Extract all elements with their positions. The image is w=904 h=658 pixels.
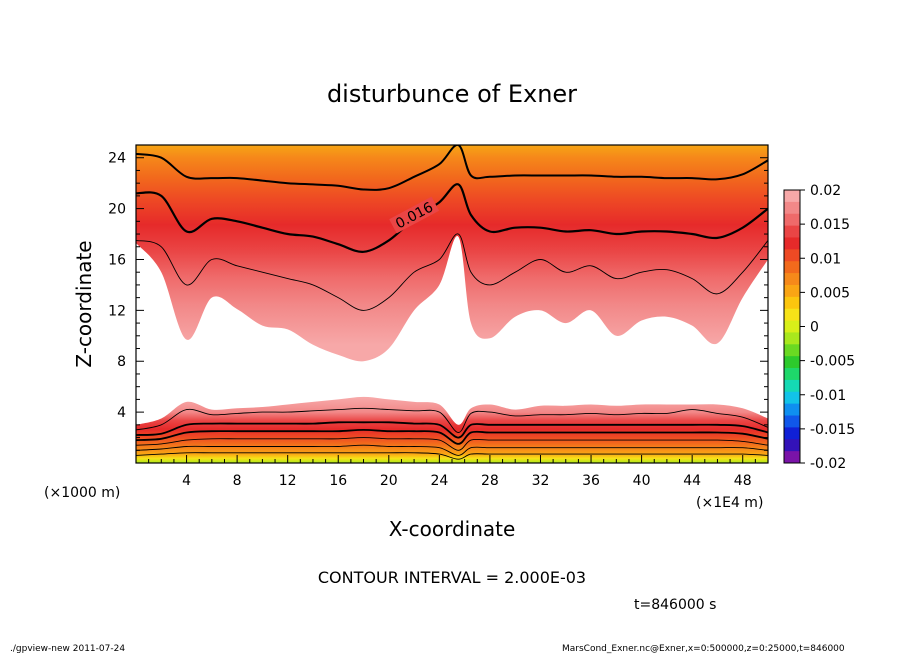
x-tick-label: 20 (380, 473, 398, 489)
lower-contour-line-5 (136, 452, 768, 460)
x-tick-label: 32 (532, 473, 550, 489)
upper-contour-line-1 (136, 183, 768, 253)
x-tick-label: 48 (734, 473, 752, 489)
lower-contour-line-3 (136, 437, 768, 451)
plot-area (136, 145, 768, 463)
lower-contour-line-2 (136, 428, 768, 445)
x-tick-label: 36 (582, 473, 600, 489)
colorbar-label: 0.015 (810, 217, 850, 233)
colorbar-swatch (784, 368, 800, 381)
colorbar-swatch (784, 237, 800, 250)
colorbar-swatch (784, 415, 800, 428)
x-tick-label: 4 (182, 473, 191, 489)
upper-contour-lines (136, 145, 768, 311)
upper-contour-fill (136, 145, 768, 362)
y-tick-label: 20 (108, 202, 126, 218)
colorbar-label: 0.02 (810, 183, 841, 199)
y-axis-label: Z-coordinate (72, 240, 96, 367)
footer-right-text: MarsCond_Exner.nc@Exner,x=0:500000,z=0:2… (562, 644, 845, 654)
colorbar-label: -0.015 (810, 422, 855, 438)
x-axis-ticks: 4 8 12 16 20 24 28 32 36 40 44 48 (148, 455, 756, 489)
colorbar-swatch (784, 296, 800, 310)
colorbar-swatch (784, 190, 800, 203)
lower-contour-line-1 (136, 421, 768, 439)
colorbar-label: 0 (810, 320, 819, 336)
x-tick-label: 28 (481, 473, 499, 489)
colorbar-swatch (784, 249, 800, 262)
colorbar-swatch (784, 379, 800, 393)
upper-contour-line-2 (136, 145, 768, 191)
x-tick-label: 44 (683, 473, 701, 489)
lower-contour-line-0 (136, 407, 768, 433)
colorbar-swatch (784, 273, 800, 286)
colorbar-swatch (784, 201, 800, 215)
colorbar-label: 0.005 (810, 285, 850, 301)
colorbar-label: 0.01 (810, 251, 841, 267)
lower-contour-lines (136, 407, 768, 460)
colorbar-label: -0.01 (810, 388, 846, 404)
x-tick-label: 12 (279, 473, 297, 489)
upper-contour-line-0 (136, 233, 768, 311)
colorbar-swatch (784, 427, 800, 440)
colorbar-swatch (784, 225, 800, 238)
footer-left-text: ./gpview-new 2011-07-24 (10, 644, 125, 654)
y-tick-label: 16 (108, 252, 126, 268)
colorbar-swatch (784, 356, 800, 369)
x-unit-right: (×1E4 m) (696, 495, 763, 511)
contour-label-background (389, 196, 440, 234)
lower-contour-line-4 (136, 444, 768, 456)
colorbar-swatch (784, 451, 800, 464)
x-axis-label: X-coordinate (389, 517, 516, 541)
colorbar-swatch (784, 391, 800, 405)
y-tick-label: 8 (117, 354, 126, 370)
chart-title: disturbunce of Exner (327, 80, 577, 108)
colorbar-swatch (784, 403, 800, 416)
colorbar-label: -0.005 (810, 354, 855, 370)
colorbar-swatch (784, 344, 800, 357)
y-axis-ticks: 4 8 12 16 20 24 (108, 144, 768, 451)
colorbar-swatch (784, 439, 800, 452)
colorbar-swatch (784, 261, 800, 274)
x-tick-label: 8 (233, 473, 242, 489)
y-tick-label: 12 (108, 303, 126, 319)
time-stamp-text: t=846000 s (634, 597, 716, 613)
colorbar-swatch (784, 213, 800, 227)
colorbar-swatch (784, 320, 800, 333)
x-tick-label: 16 (329, 473, 347, 489)
y-tick-label: 24 (108, 151, 126, 167)
colorbar-swatch (784, 308, 800, 321)
colorbar-swatch (784, 332, 800, 345)
y-tick-label: 4 (117, 405, 126, 421)
contour-interval-text: CONTOUR INTERVAL = 2.000E-03 (318, 568, 586, 587)
x-tick-label: 24 (430, 473, 448, 489)
x-unit-left: (×1000 m) (44, 485, 120, 501)
colorbar-label: -0.02 (810, 456, 846, 472)
colorbar: 0.02 0.015 0.01 0.005 0 -0.005 -0.01 -0.015 -0.0… (783, 183, 855, 472)
x-tick-label: 40 (633, 473, 651, 489)
colorbar-swatch (784, 284, 800, 298)
